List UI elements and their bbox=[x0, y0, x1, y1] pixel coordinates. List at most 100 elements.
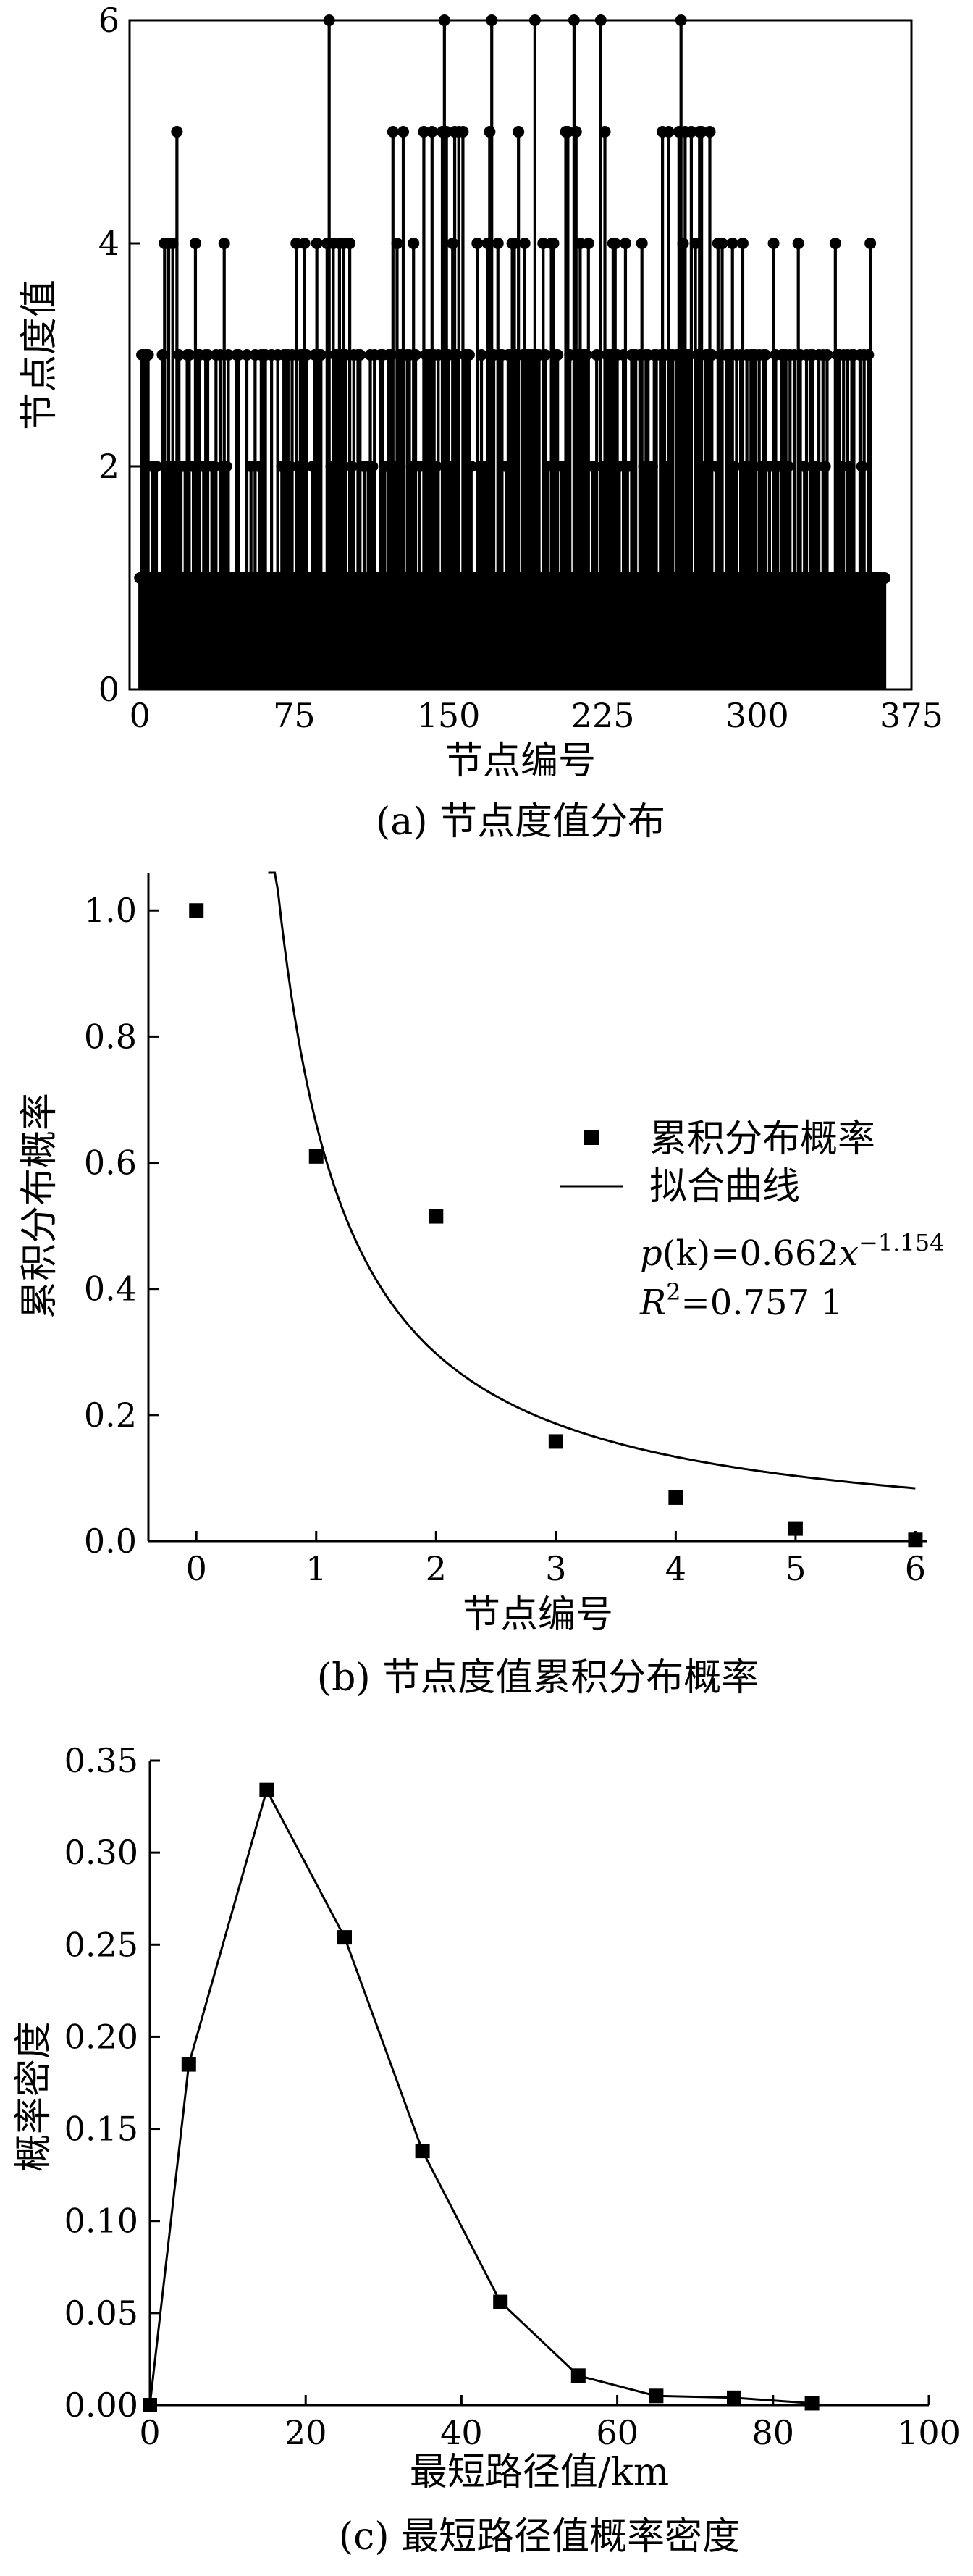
chart-a-stem-head bbox=[879, 572, 891, 584]
chart-a-stems bbox=[134, 14, 891, 689]
chart-a-stem-head bbox=[864, 238, 877, 249]
chart-c-data-point bbox=[143, 2398, 157, 2412]
chart-b-data-point bbox=[548, 1434, 563, 1449]
chart-a-stem-head bbox=[354, 349, 366, 361]
chart-a-stem-head bbox=[408, 238, 420, 249]
chart-a-stem-head bbox=[662, 126, 675, 138]
chart-b-x-tick-label: 0 bbox=[186, 1549, 207, 1588]
chart-c-y-tick-label: 0.35 bbox=[64, 1741, 138, 1780]
chart-c-data-point bbox=[570, 2368, 586, 2383]
chart-c-x-tick-label: 40 bbox=[440, 2413, 483, 2452]
chart-c-y-tick-label: 0.00 bbox=[64, 2386, 138, 2425]
chart-b-legend-marker bbox=[584, 1130, 599, 1145]
chart-a-stem-head bbox=[792, 238, 804, 249]
chart-c-y-tick-label: 0.25 bbox=[64, 1925, 138, 1964]
chart-a-stem-head bbox=[298, 238, 311, 249]
chart-b-y-tick-label: 0.0 bbox=[84, 1522, 137, 1561]
chart-b-data-point bbox=[189, 903, 204, 918]
chart-a-stem-head bbox=[315, 349, 327, 361]
chart-a-stem-head bbox=[513, 126, 525, 138]
chart-a-stem-head bbox=[552, 349, 564, 361]
chart-c-shortest-path-density: 0 20 40 60 80 100 0.00 0.05 0.10 0.15 0.20 0.25 0.3… bbox=[12, 1741, 961, 2559]
chart-c-data-point bbox=[493, 2294, 508, 2309]
chart-a-stem-head bbox=[636, 238, 648, 249]
chart-c-y-ticks: 0.00 0.05 0.10 0.15 0.20 0.25 0.30 0.35 bbox=[64, 1741, 160, 2425]
chart-b-x-tick-label: 6 bbox=[905, 1549, 926, 1588]
chart-a-stem-head bbox=[447, 238, 459, 249]
chart-b-data-point bbox=[429, 1209, 444, 1224]
chart-b-y-tick-label: 0.2 bbox=[84, 1396, 137, 1435]
chart-a-stem-head bbox=[582, 238, 594, 249]
chart-a-stem-head bbox=[345, 461, 358, 472]
chart-a-stem-head bbox=[171, 126, 183, 138]
chart-a-stem-head bbox=[366, 461, 379, 472]
chart-a-stem-head bbox=[344, 238, 356, 249]
chart-b-x-axis-label: 节点编号 bbox=[463, 1593, 613, 1637]
chart-b-x-tick-label: 5 bbox=[785, 1549, 806, 1588]
chart-a-stem-head bbox=[759, 349, 772, 361]
chart-c-data-point bbox=[337, 1930, 352, 1945]
chart-b-data-points bbox=[189, 903, 923, 1548]
chart-c-x-tick-label: 100 bbox=[897, 2413, 961, 2452]
chart-a-stem-head bbox=[677, 238, 689, 249]
chart-a-stem-head bbox=[574, 238, 586, 249]
chart-b-fit-curve bbox=[268, 871, 916, 1490]
chart-a-y-tick-label: 4 bbox=[98, 224, 119, 263]
chart-b-legend-label-points: 累积分布概率 bbox=[649, 1117, 875, 1161]
chart-b-y-tick-label: 0.6 bbox=[84, 1144, 137, 1183]
chart-b-x-ticks: 0 1 2 3 4 5 6 bbox=[186, 1531, 926, 1588]
chart-a-stem-head bbox=[241, 349, 253, 361]
chart-a-stem-head bbox=[222, 349, 235, 361]
chart-a-stem-head bbox=[300, 349, 313, 361]
chart-a-stem-head bbox=[430, 461, 442, 472]
chart-a-stem-head bbox=[391, 238, 403, 249]
chart-a-stem-head bbox=[518, 238, 531, 249]
chart-a-x-tick-label: 375 bbox=[880, 696, 943, 735]
chart-a-stem-head bbox=[570, 126, 582, 138]
chart-a-stem-head bbox=[426, 126, 438, 138]
chart-a-stem-head bbox=[232, 349, 245, 361]
chart-a-y-ticks: 0 2 4 6 bbox=[98, 1, 140, 709]
chart-a-stem-head bbox=[799, 461, 811, 472]
chart-b-data-point bbox=[908, 1532, 923, 1548]
chart-a-stem-head bbox=[410, 349, 422, 361]
chart-a-stem-head bbox=[819, 461, 831, 472]
chart-a-stem-head bbox=[142, 349, 154, 361]
chart-a-stem-head bbox=[619, 238, 631, 249]
chart-a-stem-head bbox=[387, 126, 399, 138]
chart-c-data-point bbox=[259, 1782, 274, 1797]
chart-a-stem-head bbox=[685, 126, 697, 138]
chart-a-stem-head bbox=[457, 126, 469, 138]
chart-b-x-tick-label: 1 bbox=[306, 1549, 327, 1588]
chart-a-degree-distribution: 0 75 150 225 300 375 0 2 4 6 节点编号 节点度值 (a) 节点度值分… bbox=[18, 1, 943, 844]
chart-a-stem-head bbox=[547, 238, 560, 249]
chart-a-stem-head bbox=[716, 238, 728, 249]
chart-a-stem-head bbox=[782, 461, 794, 472]
chart-c-data-point bbox=[649, 2388, 664, 2404]
chart-c-data-point bbox=[727, 2390, 741, 2405]
chart-b-y-tick-label: 1.0 bbox=[84, 891, 137, 930]
chart-a-y-tick-label: 6 bbox=[98, 1, 119, 40]
chart-a-stem-head bbox=[418, 126, 430, 138]
chart-b-data-point bbox=[668, 1490, 683, 1505]
chart-a-x-tick-label: 300 bbox=[725, 696, 789, 735]
chart-a-stem-head bbox=[440, 126, 452, 138]
chart-a-stem-head bbox=[463, 349, 475, 361]
chart-c-density-line bbox=[148, 1787, 812, 2406]
chart-b-x-tick-label: 3 bbox=[545, 1549, 566, 1588]
chart-a-stem-head bbox=[290, 238, 303, 249]
chart-a-x-tick-label: 75 bbox=[273, 696, 316, 735]
chart-a-stem-head bbox=[580, 349, 592, 361]
chart-a-stem-head bbox=[706, 349, 718, 361]
chart-c-y-tick-label: 0.15 bbox=[64, 2110, 138, 2149]
chart-b-x-tick-label: 4 bbox=[665, 1549, 686, 1588]
chart-a-stem-head bbox=[471, 238, 484, 249]
chart-c-x-tick-label: 0 bbox=[139, 2413, 160, 2452]
chart-a-stem-head bbox=[696, 126, 708, 138]
chart-a-stem-head bbox=[484, 126, 496, 138]
chart-a-stem-head bbox=[862, 349, 875, 361]
chart-a-stem-head bbox=[829, 238, 841, 249]
chart-b-legend: 累积分布概率 拟合曲线 bbox=[560, 1117, 875, 1209]
chart-b-legend-label-curve: 拟合曲线 bbox=[649, 1165, 800, 1209]
